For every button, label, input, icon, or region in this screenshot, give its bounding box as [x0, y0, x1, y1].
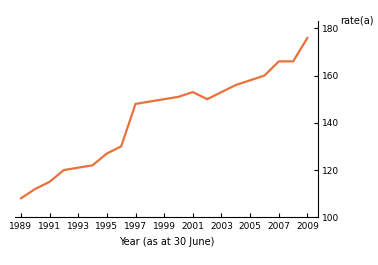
X-axis label: Year (as at 30 June): Year (as at 30 June)	[119, 237, 214, 247]
Y-axis label: rate(a): rate(a)	[340, 15, 373, 25]
